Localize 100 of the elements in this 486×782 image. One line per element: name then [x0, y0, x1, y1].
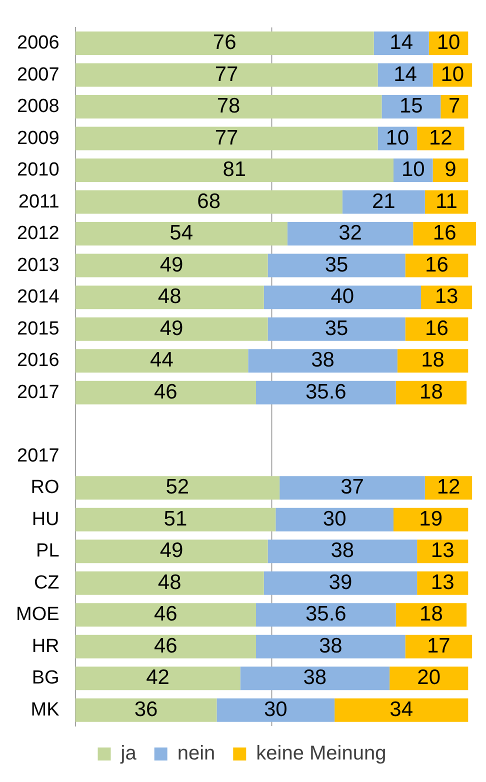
y-tick-label: 2007: [17, 64, 60, 86]
bar: [268, 540, 418, 564]
data-label: 16: [432, 222, 456, 245]
y-tick-label: HR: [32, 636, 60, 657]
data-label: 35.6: [305, 380, 346, 404]
data-label: 39: [328, 570, 352, 594]
y-tick-label: 2014: [17, 286, 60, 308]
data-label: 40: [330, 285, 354, 308]
legend-label: nein: [177, 742, 216, 765]
data-label: 15: [400, 94, 423, 118]
bar: [276, 508, 394, 532]
data-label: 52: [166, 476, 190, 499]
data-label: 7: [448, 94, 460, 118]
bar: [75, 508, 276, 532]
bar: [405, 634, 472, 658]
data-label: 48: [158, 570, 182, 594]
data-label: 11: [436, 190, 458, 213]
bar: [75, 540, 268, 564]
data-label: 46: [154, 634, 178, 658]
y-tick-label: 2017: [17, 445, 60, 466]
data-label: 10: [386, 126, 410, 150]
data-label: 46: [154, 380, 178, 404]
data-label: 37: [340, 476, 364, 499]
bar: [75, 349, 248, 373]
bar: [75, 476, 280, 500]
data-label: 35: [324, 316, 348, 340]
bar: [75, 158, 394, 182]
data-label: 10: [436, 31, 460, 54]
data-label: 12: [428, 126, 452, 150]
bar: [397, 349, 468, 373]
data-label: 16: [425, 316, 448, 340]
bar: [216, 698, 335, 722]
data-label: 13: [430, 570, 454, 594]
data-label: 21: [372, 190, 396, 213]
bar: [75, 634, 256, 658]
bar: [75, 32, 374, 56]
data-label: 13: [434, 285, 458, 308]
data-label: 42: [146, 666, 170, 690]
data-label: 49: [160, 316, 184, 340]
bar: [248, 349, 398, 373]
data-label: 48: [158, 285, 182, 308]
data-label: 35.6: [305, 602, 346, 626]
data-label: 68: [197, 190, 221, 213]
bar: [75, 666, 240, 690]
y-tick-label: 2015: [17, 318, 60, 340]
legend-label: ja: [120, 742, 138, 765]
data-label: 35: [324, 253, 348, 276]
data-label: 78: [216, 94, 240, 118]
data-label: 77: [214, 62, 238, 86]
bar: [264, 571, 418, 595]
bar: [75, 698, 217, 722]
data-label: 30: [264, 698, 288, 721]
data-label: 10: [440, 62, 464, 86]
y-tick-label: MK: [30, 699, 60, 720]
data-label: 18: [420, 602, 443, 626]
bar: [75, 286, 264, 310]
bar: [75, 95, 382, 119]
bar: [405, 317, 468, 341]
data-label: 18: [421, 348, 444, 372]
bar: [374, 32, 429, 56]
data-label: 34: [390, 698, 414, 721]
data-label: 38: [303, 666, 327, 690]
bar: [334, 698, 468, 722]
data-label: 20: [417, 666, 441, 690]
y-tick-label: 2017: [17, 382, 60, 403]
data-label: 32: [338, 222, 362, 245]
y-tick-label: 2016: [17, 350, 60, 372]
bar: [390, 666, 468, 690]
data-label: 81: [222, 158, 246, 182]
bar: [396, 603, 467, 627]
data-label: 14: [394, 62, 418, 86]
data-label: 16: [425, 253, 448, 276]
y-tick-label: MOE: [16, 604, 60, 626]
bar: [378, 63, 433, 87]
data-label: 38: [311, 348, 334, 372]
y-tick-label: BG: [32, 668, 60, 689]
bar: [75, 317, 268, 341]
y-tick-label: 2009: [17, 128, 60, 149]
data-label: 12: [436, 476, 460, 499]
bar: [75, 190, 342, 214]
y-tick-label: 2011: [18, 191, 60, 212]
data-label: 46: [154, 602, 178, 626]
data-label: 54: [170, 222, 194, 245]
y-tick-label: CZ: [34, 572, 60, 594]
bar: [75, 571, 264, 595]
data-label: 44: [150, 348, 174, 372]
bar: [240, 666, 390, 690]
bar: [75, 380, 256, 404]
data-label: 38: [318, 634, 342, 658]
data-label: 49: [160, 253, 184, 276]
data-label: 51: [164, 507, 188, 530]
bar: [287, 222, 414, 246]
data-label: 19: [419, 507, 442, 530]
bar: [413, 222, 476, 246]
bar: [256, 380, 396, 404]
data-label: 49: [160, 539, 184, 562]
bar: [280, 476, 425, 500]
data-label: 14: [390, 31, 414, 54]
data-label: 13: [430, 539, 454, 562]
bar: [75, 603, 256, 627]
